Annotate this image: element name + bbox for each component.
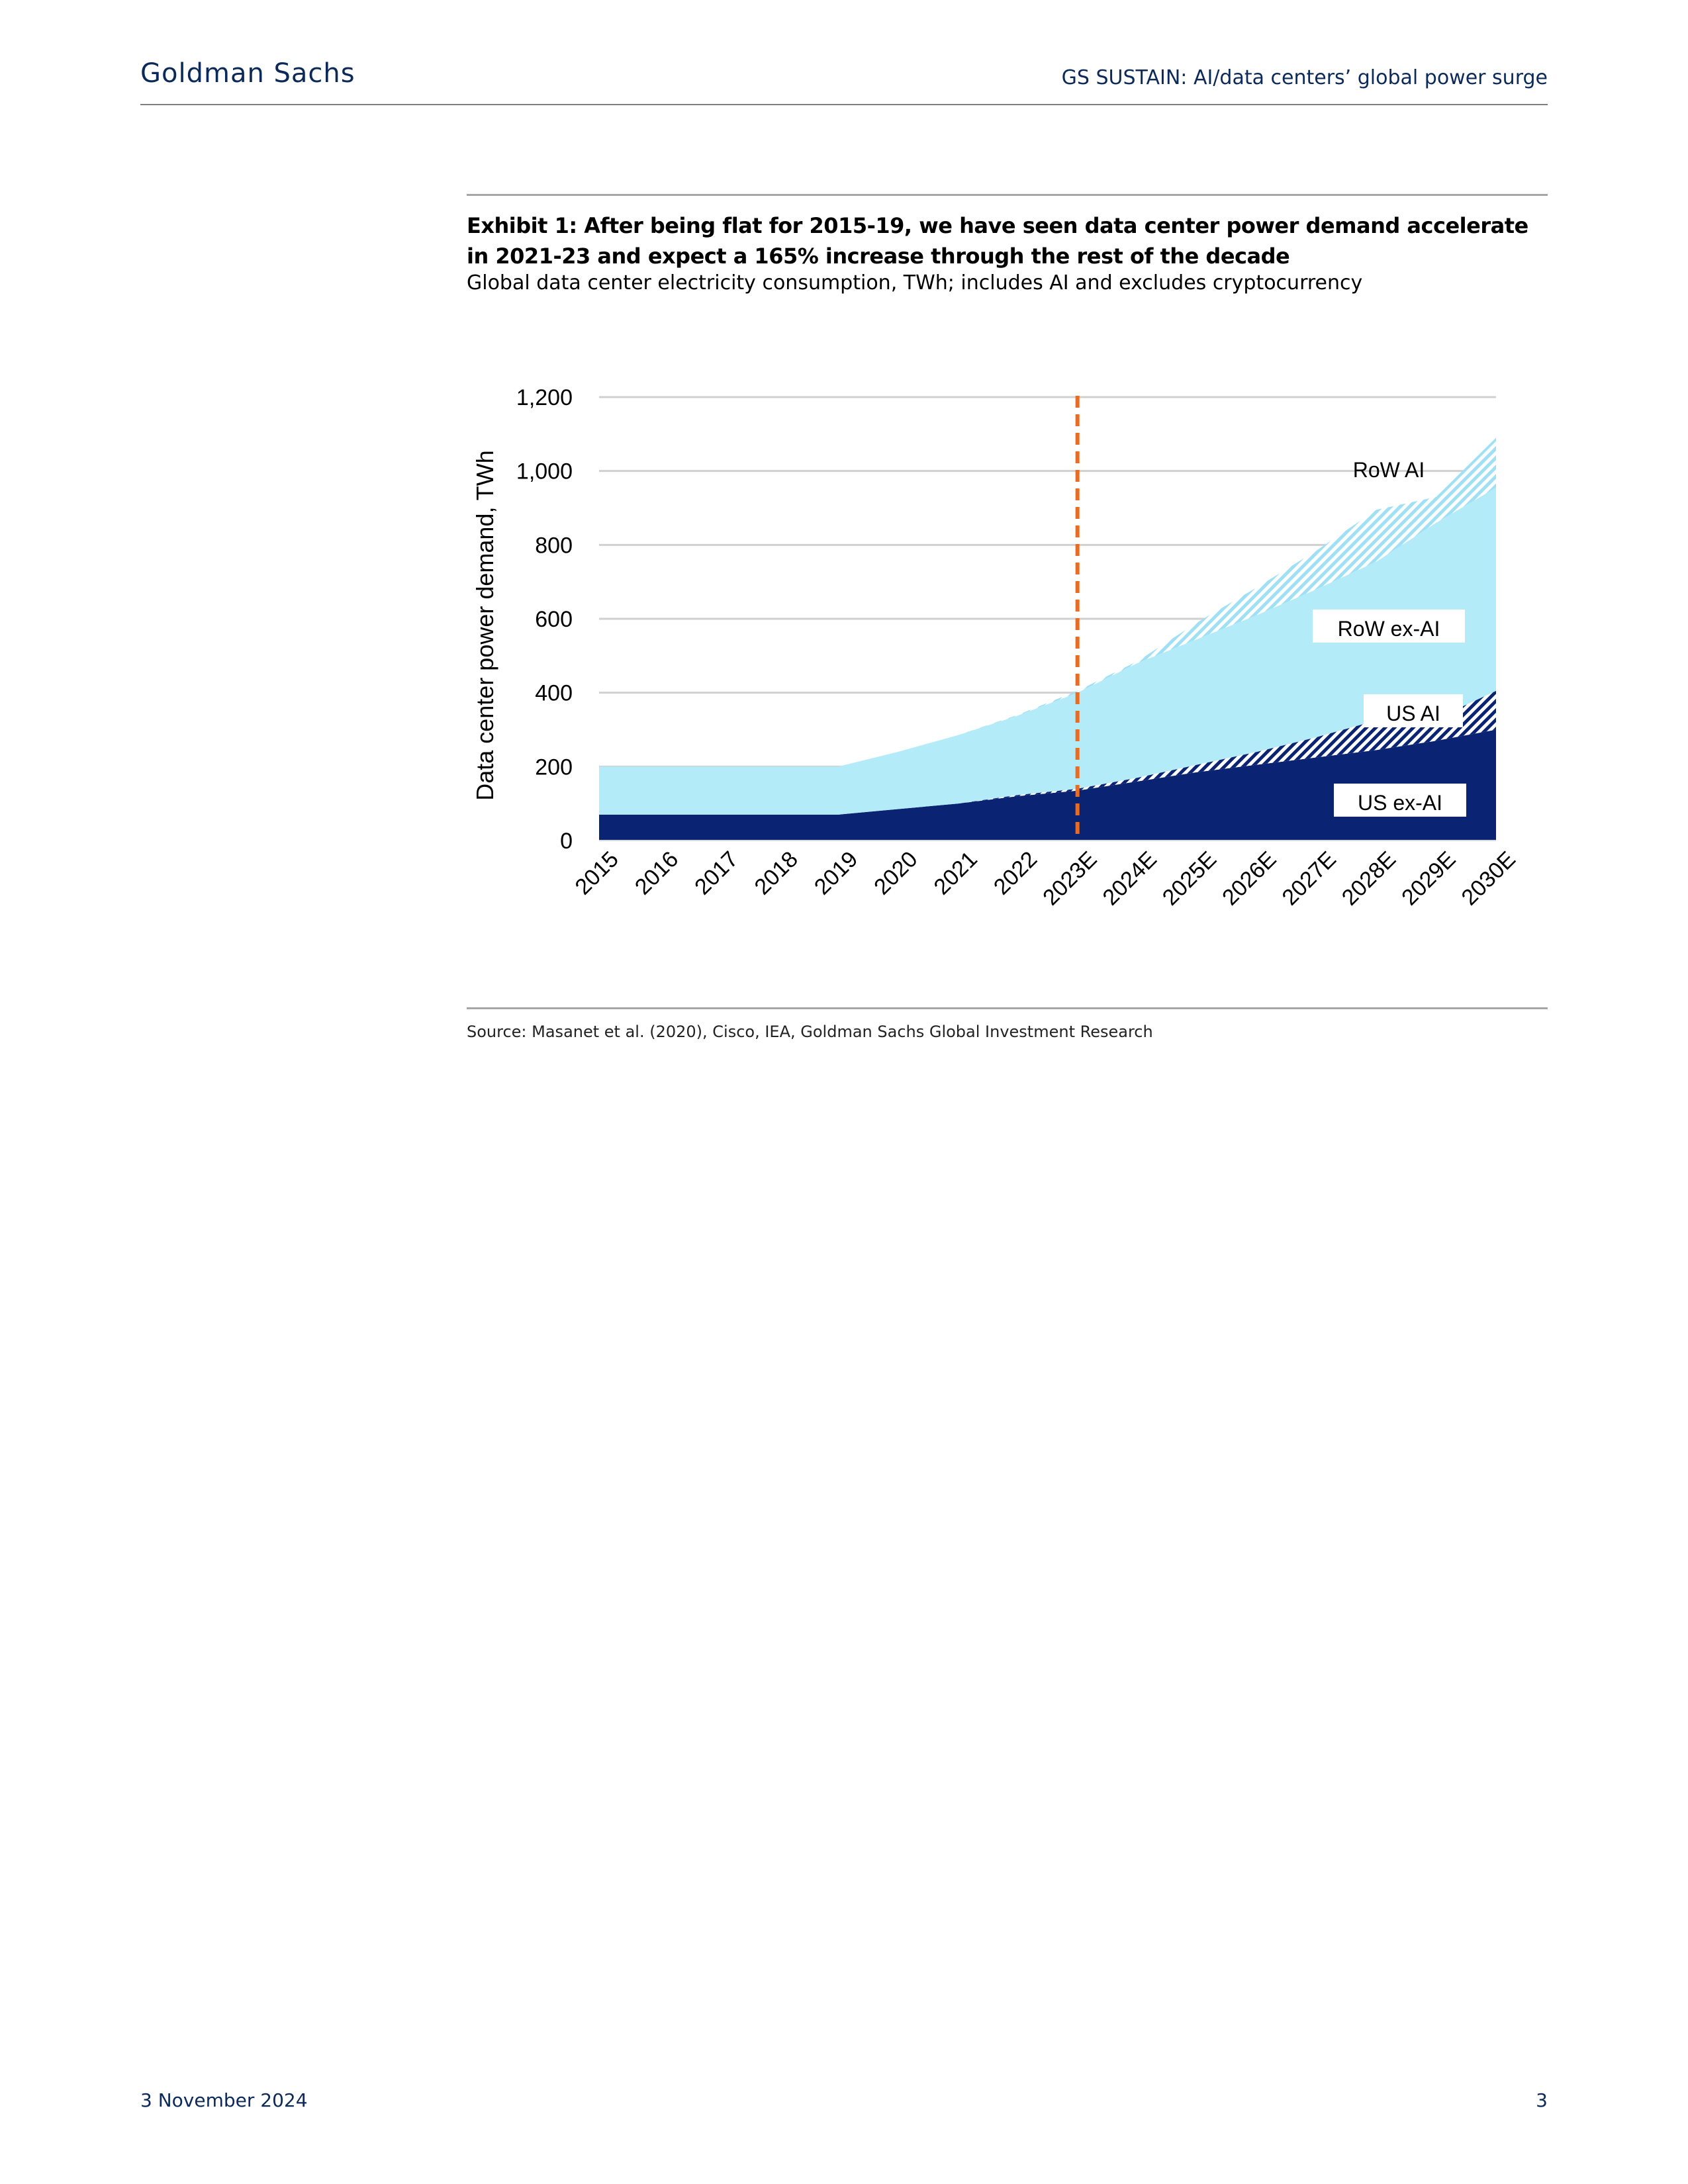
stacked-areas — [599, 437, 1496, 841]
x-tick-label: 2025E — [1158, 846, 1221, 910]
x-tick-label: 2028E — [1337, 846, 1401, 910]
x-tick-label: 2015 — [571, 846, 624, 899]
x-tick-label: 2024E — [1098, 846, 1162, 910]
x-tick-label: 2017 — [690, 846, 743, 899]
x-tick-label: 2019 — [810, 846, 863, 899]
exhibit-subtitle: Global data center electricity consumpti… — [467, 271, 1363, 295]
exhibit-top-divider — [467, 194, 1548, 196]
series-label-box — [1334, 784, 1466, 817]
x-tick-label: 2021 — [929, 846, 982, 899]
area-us-ai — [599, 690, 1496, 815]
y-tick-label: 400 — [535, 681, 573, 706]
x-tick-label: 2020 — [869, 846, 922, 899]
series-label-box — [1364, 694, 1463, 727]
series-label: US ex-AI — [1358, 791, 1442, 815]
x-tick-label: 2022 — [989, 846, 1042, 899]
y-tick-label: 1,000 — [516, 459, 573, 484]
brand-logo: Goldman Sachs — [140, 58, 355, 89]
exhibit-title: Exhibit 1: After being flat for 2015-19,… — [467, 213, 1528, 269]
y-tick-label: 0 — [560, 829, 573, 854]
y-tick-label: 200 — [535, 754, 573, 780]
x-tick-label: 2016 — [630, 846, 683, 899]
y-axis-label: Data center power demand, TWh — [471, 450, 498, 801]
series-label: RoW ex-AI — [1338, 617, 1440, 641]
header-divider — [140, 104, 1548, 105]
x-tick-label: 2027E — [1278, 846, 1341, 910]
x-tick-label: 2026E — [1217, 846, 1281, 910]
series-label: RoW AI — [1353, 458, 1425, 482]
series-labels: US ex-AI US AI RoW ex-AI RoW AI — [1313, 458, 1466, 817]
exhibit-bottom-divider — [467, 1007, 1548, 1009]
y-tick-label: 600 — [535, 607, 573, 632]
source-note: Source: Masanet et al. (2020), Cisco, IE… — [467, 1023, 1153, 1041]
x-tick-label: 2023E — [1038, 846, 1102, 910]
x-tick-label: 2029E — [1397, 846, 1460, 910]
x-tick-label: 2018 — [750, 846, 803, 899]
footer-date: 3 November 2024 — [140, 2089, 308, 2111]
y-tick-label: 800 — [535, 533, 573, 558]
series-label: US AI — [1386, 702, 1440, 725]
x-tick-label: 2030E — [1457, 846, 1521, 910]
report-title: GS SUSTAIN: AI/data centers’ global powe… — [1061, 66, 1548, 89]
page-number: 3 — [1536, 2089, 1548, 2111]
series-label-box — [1313, 610, 1465, 643]
y-tick-label: 1,200 — [516, 385, 573, 410]
area-us-ex-ai — [599, 729, 1496, 841]
area-row-ex-ai — [599, 487, 1496, 815]
